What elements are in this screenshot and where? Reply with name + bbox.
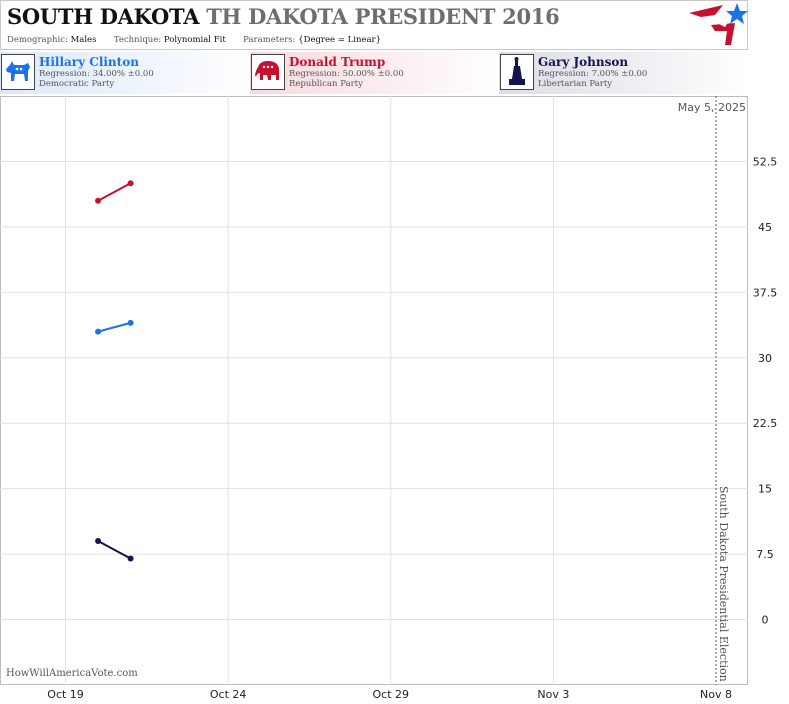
legend-item-clinton: Hillary Clinton Regression: 34.00% ±0.00… <box>0 52 249 94</box>
chart-parameters: Demographic: Males Technique: Polynomial… <box>7 35 381 45</box>
candidate-name: Hillary Clinton <box>39 55 139 69</box>
y-tick-label: 45 <box>758 221 772 234</box>
candidate-name: Gary Johnson <box>538 55 629 69</box>
candidate-party: Republican Party <box>289 79 363 89</box>
technique-value: Polynomial Fit <box>163 35 226 45</box>
y-tick-label: 30 <box>758 352 772 365</box>
candidate-regression: Regression: 50.00% ±0.00 <box>289 69 404 79</box>
y-tick-label: 52.5 <box>753 155 778 168</box>
y-tick-label: 15 <box>758 483 772 496</box>
x-tick-label: Nov 3 <box>537 688 569 701</box>
title-state: SOUTH DAKOTA <box>7 4 200 29</box>
data-point <box>127 319 134 326</box>
chart-header: SOUTH DAKOTA TH DAKOTA PRESIDENT 2016 De… <box>0 0 748 50</box>
elephant-icon <box>251 54 285 90</box>
series-line <box>97 321 131 333</box>
legend-item-johnson: Gary Johnson Regression: 7.00% ±0.00 Lib… <box>499 52 748 94</box>
demographic-label: Demographic: <box>7 35 68 45</box>
watermark: HowWillAmericaVote.com <box>6 668 138 679</box>
series-line <box>97 540 132 560</box>
legend-item-trump: Donald Trump Regression: 50.00% ±0.00 Re… <box>250 52 499 94</box>
candidate-regression: Regression: 34.00% ±0.00 <box>39 69 154 79</box>
site-logo-icon <box>689 3 748 45</box>
demographic-value: Males <box>70 35 97 45</box>
data-point <box>127 180 134 187</box>
technique-label: Technique: <box>113 35 162 45</box>
candidate-party: Democratic Party <box>39 79 115 89</box>
title-race: TH DAKOTA PRESIDENT 2016 <box>206 4 560 29</box>
plot-frame <box>0 96 748 685</box>
x-tick-label: Oct 24 <box>210 688 247 701</box>
x-tick-label: Nov 8 <box>700 688 732 701</box>
data-point <box>95 328 102 335</box>
data-point <box>95 538 102 545</box>
y-tick-label: 22.5 <box>753 417 778 430</box>
chart-title: SOUTH DAKOTA TH DAKOTA PRESIDENT 2016 <box>7 4 560 29</box>
y-tick-label: 0 <box>762 614 769 627</box>
x-tick-label: Oct 29 <box>373 688 410 701</box>
data-point <box>95 197 102 204</box>
poll-chart: 0 7.5 15 22.5 30 37.5 45 52.5 Oct 19 Oct 24 Oct 29… <box>0 96 778 701</box>
series-line <box>97 182 132 202</box>
donkey-icon <box>1 54 35 90</box>
candidate-legend: Hillary Clinton Regression: 34.00% ±0.00… <box>0 52 748 94</box>
election-label: South Dakota Presidential Election <box>717 486 730 682</box>
data-point <box>127 555 134 562</box>
y-tick-label: 7.5 <box>756 548 774 561</box>
candidate-party: Libertarian Party <box>538 79 613 89</box>
parameters-label: Parameters: <box>243 35 296 45</box>
candidate-regression: Regression: 7.00% ±0.00 <box>538 69 648 79</box>
x-tick-label: Oct 19 <box>47 688 84 701</box>
parameters-value: {Degree = Linear} <box>298 35 381 45</box>
candidate-name: Donald Trump <box>289 55 386 69</box>
statue-of-liberty-icon <box>500 54 534 90</box>
today-label: May 5, 2025 <box>678 101 746 114</box>
y-tick-label: 37.5 <box>753 286 778 299</box>
